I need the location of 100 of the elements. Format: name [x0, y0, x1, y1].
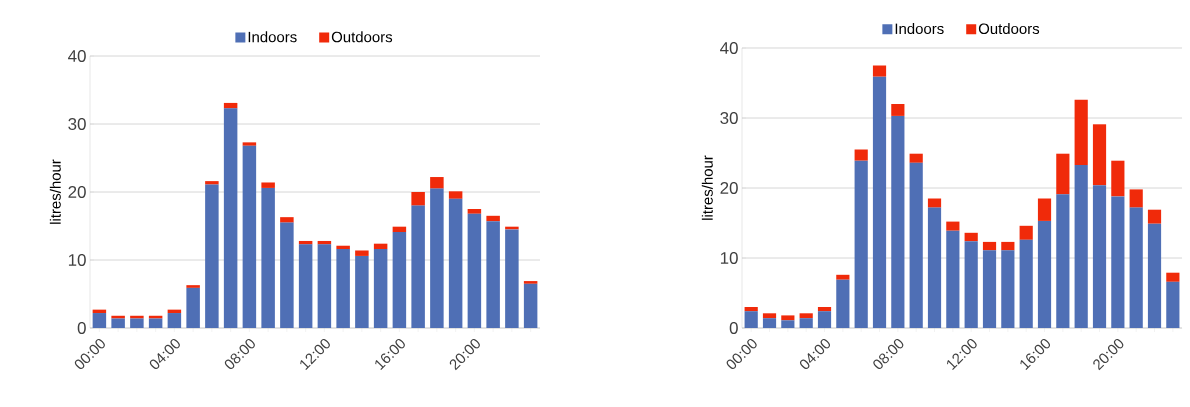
bar	[1129, 189, 1143, 208]
bar	[280, 217, 294, 223]
y-axis-title: litres/hour	[49, 159, 61, 224]
y-tick-label: 40	[68, 50, 86, 62]
y-tick-label: 40	[720, 42, 738, 54]
bar	[467, 209, 482, 214]
bar	[1147, 209, 1162, 224]
bar	[1166, 281, 1180, 328]
legend-label: Outdoors	[331, 31, 393, 43]
bar	[854, 149, 868, 161]
bar	[799, 313, 813, 319]
bar	[373, 249, 388, 328]
bar	[411, 205, 425, 328]
bar	[1056, 194, 1070, 328]
bar	[891, 104, 905, 116]
bar	[1074, 99, 1088, 165]
bar	[1129, 207, 1143, 328]
y-tick-label: 10	[68, 254, 86, 266]
bar	[927, 207, 942, 328]
y-tick-label: 0	[77, 322, 86, 334]
bar	[1056, 153, 1070, 195]
bar	[1019, 239, 1033, 328]
bar	[92, 313, 107, 328]
bar	[1166, 272, 1180, 282]
bar	[430, 188, 444, 328]
bar	[355, 255, 369, 328]
y-axis-title: litres/hour	[701, 155, 713, 220]
bar	[909, 162, 923, 328]
bar	[982, 241, 997, 251]
bar	[982, 250, 997, 328]
bar	[411, 192, 425, 206]
bar	[964, 232, 978, 242]
bar	[1074, 164, 1088, 328]
bar	[148, 318, 163, 328]
bar	[817, 307, 832, 312]
bar	[1111, 196, 1125, 328]
bar	[817, 311, 832, 328]
bar	[317, 244, 332, 328]
y-tick-label: 20	[68, 186, 86, 198]
bar	[523, 283, 538, 328]
bar	[1001, 250, 1015, 328]
bar	[1092, 185, 1107, 328]
bar	[392, 232, 407, 328]
bar	[242, 142, 257, 146]
bar	[355, 250, 369, 256]
bar	[167, 313, 182, 328]
bar	[505, 229, 519, 328]
bar	[336, 249, 350, 328]
bar	[946, 221, 960, 231]
bar	[242, 145, 257, 328]
bar	[186, 285, 200, 288]
bar	[927, 198, 942, 208]
bar	[486, 221, 500, 328]
bar	[523, 281, 538, 284]
bar	[872, 76, 887, 328]
bar	[1092, 124, 1107, 186]
bar	[744, 307, 758, 312]
bar	[448, 198, 463, 328]
bar	[1037, 198, 1052, 221]
bar	[836, 279, 850, 328]
bar	[744, 311, 758, 328]
legend-label: Indoors	[895, 23, 944, 35]
bar	[762, 318, 777, 328]
bar	[467, 213, 482, 328]
bar	[336, 245, 350, 250]
bar	[486, 215, 500, 222]
bar	[854, 160, 868, 328]
bar	[280, 222, 294, 328]
bar	[448, 191, 463, 199]
bar	[1147, 223, 1162, 328]
bar	[946, 230, 960, 328]
bar	[205, 184, 219, 328]
bar	[872, 65, 887, 77]
bar	[909, 153, 923, 163]
bar	[223, 108, 238, 328]
y-tick-label: 0	[729, 322, 738, 334]
bar	[1111, 160, 1125, 197]
bar	[130, 318, 144, 328]
y-tick-label: 30	[720, 112, 738, 124]
bar	[205, 181, 219, 185]
bar	[186, 287, 200, 328]
bar	[781, 320, 795, 328]
bar	[1001, 241, 1015, 251]
bar	[964, 241, 978, 328]
y-tick-label: 30	[68, 118, 86, 130]
bar	[762, 313, 777, 319]
bar	[781, 315, 795, 321]
bar	[1019, 225, 1033, 240]
bar	[111, 318, 125, 328]
bar	[261, 182, 275, 188]
bar	[1037, 220, 1052, 328]
y-tick-label: 20	[720, 182, 738, 194]
legend-label: Outdoors	[978, 23, 1040, 35]
bar	[891, 115, 905, 328]
bar	[261, 187, 275, 328]
legend-label: Indoors	[248, 31, 297, 43]
bar	[298, 244, 313, 328]
bar	[836, 274, 850, 280]
bar	[799, 318, 813, 328]
bar	[430, 177, 444, 189]
